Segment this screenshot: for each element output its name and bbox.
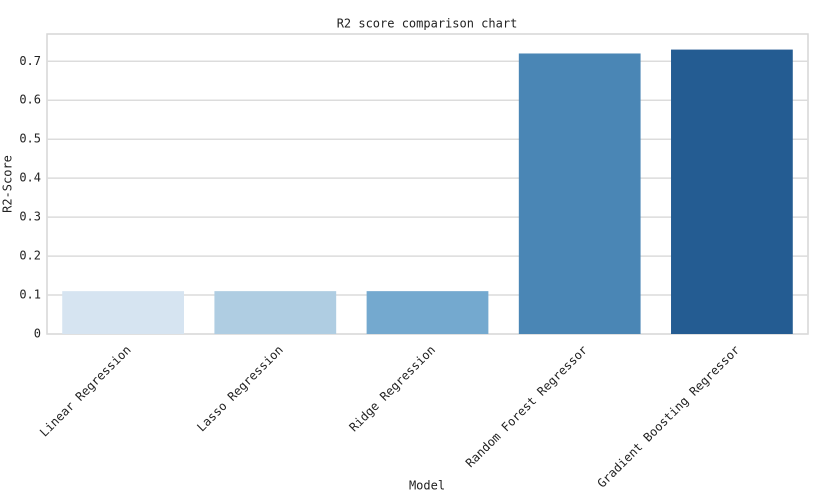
y-tick-label: 0.2	[19, 249, 41, 263]
bar	[671, 49, 793, 335]
x-axis-label: Model	[409, 479, 445, 493]
x-tick-label: Lasso Regression	[194, 343, 286, 435]
bar	[518, 53, 641, 334]
bar	[214, 291, 337, 334]
x-tick-label: Random Forest Regressor	[463, 343, 590, 470]
y-tick-label: 0.5	[19, 132, 41, 146]
bar	[366, 291, 489, 334]
y-tick-label: 0	[34, 327, 41, 341]
x-tick-label: Linear Regression	[37, 343, 134, 440]
x-tick-label: Ridge Regression	[346, 343, 438, 435]
bar	[62, 291, 184, 334]
y-axis-label: R2-Score	[1, 155, 15, 213]
chart-title: R2 score comparison chart	[337, 17, 518, 31]
x-tick-label: Gradient Boosting Regressor	[595, 343, 743, 491]
y-tick-label: 0.4	[19, 171, 41, 185]
y-tick-label: 0.6	[19, 93, 41, 107]
y-tick-label: 0.3	[19, 210, 41, 224]
y-tick-label: 0.7	[19, 54, 41, 68]
y-tick-label: 0.1	[19, 288, 41, 302]
